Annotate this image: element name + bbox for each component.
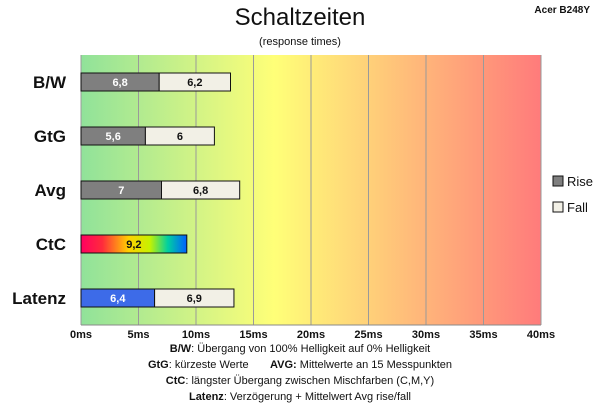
bar-fall [144, 126, 215, 146]
chart-footer-notes: B/W: Übergang von 100% Helligkeit auf 0%… [0, 341, 600, 405]
bar-fall [158, 72, 231, 92]
x-tick-label: 25ms [354, 329, 382, 340]
legend-label: Rise [567, 174, 593, 189]
x-tick-label: 5ms [127, 329, 149, 340]
data-label-fall: 6 [177, 131, 183, 143]
data-label-fall: 6,9 [187, 293, 202, 305]
footnote-latenz: Latenz: Verzögerung + Mittelwert Avg ris… [188, 391, 412, 403]
data-label-rise: 6,4 [110, 293, 126, 305]
category-label: CtC [36, 235, 66, 254]
footnote-bw: B/W: Übergang von 100% Helligkeit auf 0%… [169, 343, 431, 355]
bar-fall [154, 288, 235, 308]
data-label-rise: 6,8 [112, 77, 127, 89]
legend-swatch [552, 201, 564, 213]
bar-rise [80, 234, 188, 254]
data-label-rise: 5,6 [106, 131, 121, 143]
x-tick-label: 30ms [412, 329, 440, 340]
x-tick-label: 40ms [527, 329, 555, 340]
x-tick-label: 35ms [469, 329, 497, 340]
monitor-model-label: Acer B248Y [534, 5, 590, 16]
bar-fall [161, 180, 241, 200]
x-tick-label: 10ms [182, 329, 210, 340]
x-tick-label: 0ms [70, 329, 92, 340]
category-label: Latenz [12, 289, 66, 308]
response-time-chart: 6,8 6,2 5,6 6 7 6,8 9,2 6,4 6,9 0ms 5ms 10ms 15ms 20… [12, 55, 593, 340]
category-label: Avg [35, 181, 67, 200]
x-tick-label: 20ms [297, 329, 325, 340]
legend-label: Fall [567, 200, 588, 215]
data-label-fall: 6,8 [193, 185, 208, 197]
data-label-rise: 7 [118, 185, 124, 197]
chart-title: Schaltzeiten [234, 4, 366, 31]
footnote-gtg-avg: GtG: kürzeste Werte AVG: Mittelwerte an … [147, 359, 453, 371]
x-tick-label: 15ms [239, 329, 267, 340]
category-label: B/W [33, 73, 67, 92]
footnote-ctc: CtC: längster Übergang zwischen Mischfar… [165, 375, 435, 387]
category-label: GtG [34, 127, 66, 146]
chart-subtitle: (response times) [259, 36, 341, 48]
data-label-rise: 9,2 [126, 239, 141, 251]
legend-swatch [552, 175, 564, 187]
data-label-fall: 6,2 [187, 77, 202, 89]
